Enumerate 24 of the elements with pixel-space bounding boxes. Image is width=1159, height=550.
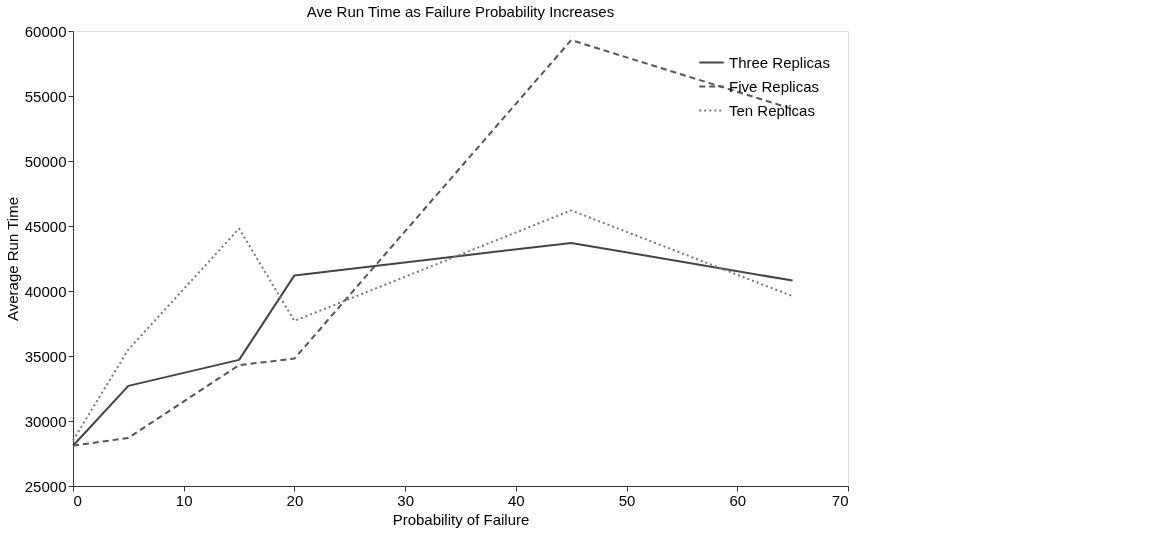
x-tick-label: 60: [729, 491, 747, 509]
chart-title: Ave Run Time as Failure Probability Increases: [306, 3, 615, 20]
y-tick-label: 60000: [24, 22, 67, 40]
x-tick-label: 40: [508, 491, 525, 509]
y-tick-label: 40000: [24, 282, 67, 300]
y-tick-label: 55000: [24, 87, 67, 105]
line-series: [72, 209, 794, 442]
legend-label: Three Replicas: [729, 53, 830, 71]
y-axis-title: Average Run Time: [3, 197, 21, 321]
x-tick-label: 70: [831, 491, 849, 509]
legend-label: Five Replicas: [729, 77, 820, 95]
x-tick-label: 10: [175, 491, 193, 509]
y-tick-label: 30000: [24, 412, 67, 430]
x-tick-label: 20: [286, 491, 304, 509]
x-tick-label: 30: [397, 491, 414, 509]
x-tick-label: 0: [73, 491, 82, 509]
y-tick-label: 25000: [24, 477, 67, 495]
line-series: [72, 241, 794, 447]
y-tick-label: 35000: [24, 347, 67, 365]
y-tick-label: 50000: [24, 152, 67, 170]
x-axis-title: Probability of Failure: [392, 510, 530, 528]
x-tick-label: 50: [618, 491, 636, 509]
legend-label: Ten Replicas: [729, 101, 815, 119]
y-tick-label: 45000: [24, 217, 67, 235]
